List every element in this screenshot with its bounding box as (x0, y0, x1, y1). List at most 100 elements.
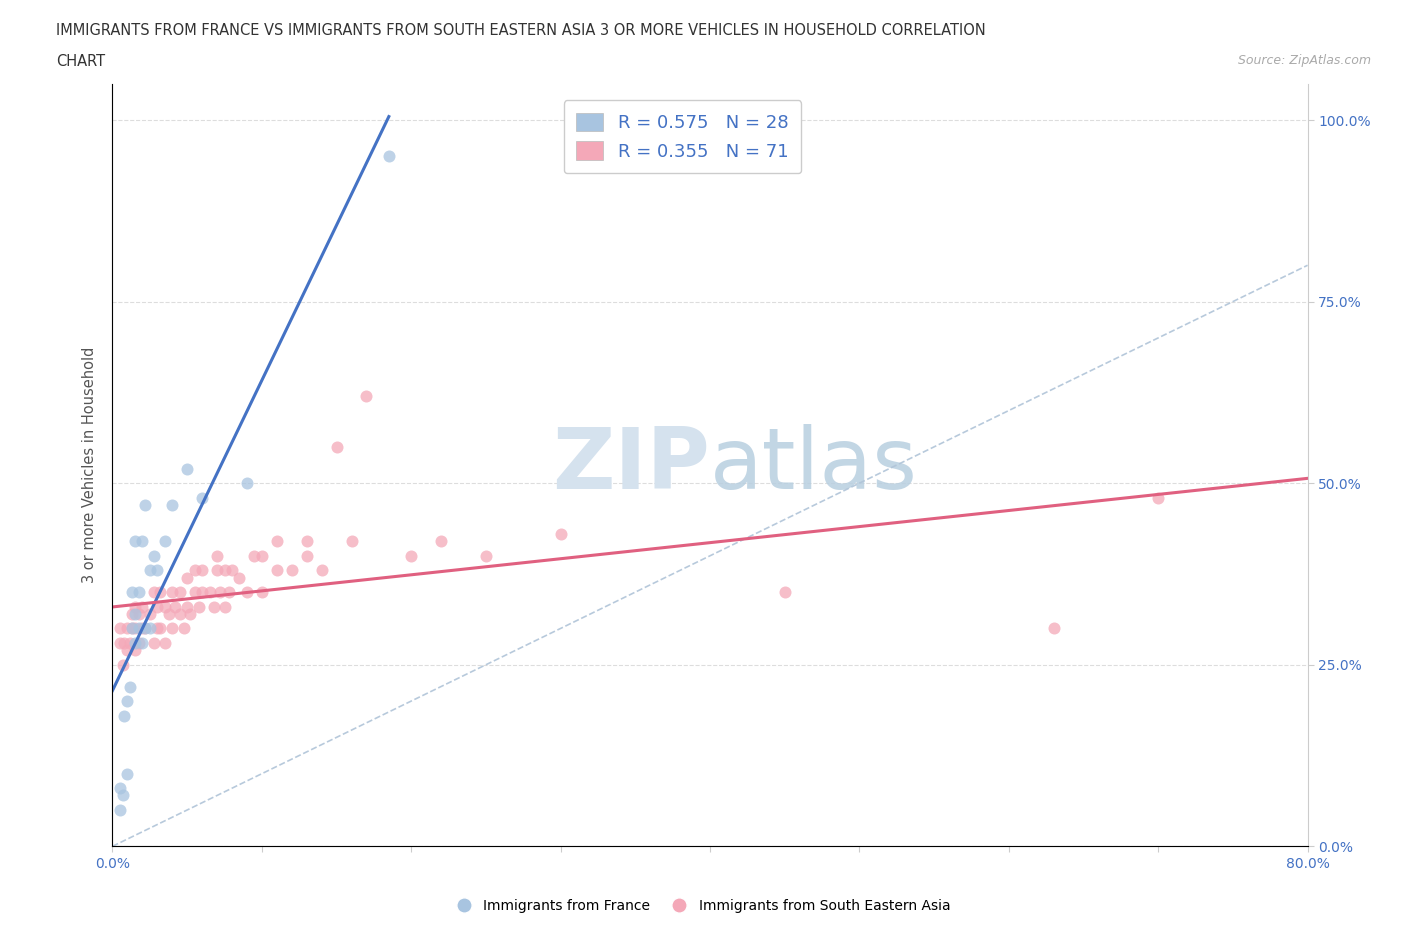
Point (325, 439, 347, 454)
Point (121, 606, 143, 621)
Point (266, 563, 288, 578)
Point (153, 599, 176, 614)
Point (179, 606, 201, 621)
Point (295, 549, 318, 564)
Point (128, 621, 150, 636)
Point (117, 694, 139, 709)
Point (153, 635, 176, 650)
Point (198, 585, 221, 600)
Point (214, 563, 236, 578)
Point (108, 635, 131, 650)
Point (124, 599, 146, 614)
Point (228, 570, 250, 585)
Point (430, 534, 453, 549)
Point (221, 563, 243, 578)
Point (1042, 621, 1064, 636)
Point (146, 621, 169, 636)
Point (1147, 490, 1170, 505)
Point (111, 658, 134, 672)
Point (139, 621, 162, 636)
Text: Source: ZipAtlas.com: Source: ZipAtlas.com (1237, 54, 1371, 67)
Point (131, 635, 153, 650)
Point (169, 606, 191, 621)
Point (114, 708, 135, 723)
Point (214, 599, 236, 614)
Point (108, 621, 131, 636)
Point (165, 599, 187, 614)
Point (131, 534, 153, 549)
Point (176, 461, 198, 476)
Point (162, 621, 183, 636)
Point (124, 606, 146, 621)
Point (218, 585, 240, 600)
Point (146, 599, 169, 614)
Point (295, 534, 318, 549)
Point (143, 635, 166, 650)
Text: atlas: atlas (710, 423, 918, 507)
Point (205, 563, 228, 578)
Point (111, 788, 134, 803)
Point (773, 585, 796, 600)
Point (266, 534, 288, 549)
Point (117, 643, 139, 658)
Point (475, 549, 498, 564)
Point (117, 621, 139, 636)
Point (176, 570, 198, 585)
Point (157, 606, 180, 621)
Point (134, 498, 156, 512)
Legend: Immigrants from France, Immigrants from South Eastern Asia: Immigrants from France, Immigrants from … (450, 894, 956, 919)
Point (143, 585, 166, 600)
Point (131, 599, 153, 614)
Point (134, 621, 156, 636)
Point (121, 585, 143, 600)
Point (117, 766, 139, 781)
Point (188, 599, 211, 614)
Point (378, 149, 401, 164)
Point (356, 389, 378, 404)
Point (124, 534, 146, 549)
Point (183, 563, 205, 578)
Point (202, 599, 225, 614)
Point (108, 781, 131, 796)
Point (131, 621, 153, 636)
Point (311, 563, 333, 578)
Point (191, 585, 214, 600)
Text: ZIP: ZIP (553, 423, 710, 507)
Point (153, 534, 176, 549)
Point (124, 621, 146, 636)
Point (121, 621, 143, 636)
Point (169, 585, 191, 600)
Point (205, 549, 228, 564)
Point (340, 534, 363, 549)
Point (124, 643, 146, 658)
Point (134, 621, 156, 636)
Point (108, 803, 131, 817)
Legend: R = 0.575   N = 28, R = 0.355   N = 71: R = 0.575 N = 28, R = 0.355 N = 71 (564, 100, 801, 173)
Point (149, 585, 172, 600)
Point (176, 599, 198, 614)
Text: IMMIGRANTS FROM FRANCE VS IMMIGRANTS FROM SOUTH EASTERN ASIA 3 OR MORE VEHICLES : IMMIGRANTS FROM FRANCE VS IMMIGRANTS FRO… (56, 23, 986, 38)
Point (128, 635, 150, 650)
Point (162, 585, 183, 600)
Point (191, 490, 214, 505)
Point (208, 585, 231, 600)
Point (236, 585, 259, 600)
Point (146, 563, 169, 578)
Point (121, 621, 143, 636)
Point (183, 585, 205, 600)
Point (236, 476, 259, 491)
Point (401, 549, 423, 564)
Point (243, 549, 266, 564)
Point (139, 563, 162, 578)
Point (114, 635, 135, 650)
Point (128, 606, 150, 621)
Point (550, 526, 572, 541)
Point (173, 621, 195, 636)
Point (281, 563, 304, 578)
Point (250, 585, 273, 600)
Point (162, 498, 183, 512)
Y-axis label: 3 or more Vehicles in Household: 3 or more Vehicles in Household (82, 347, 97, 583)
Text: CHART: CHART (56, 54, 105, 69)
Point (191, 563, 214, 578)
Point (139, 606, 162, 621)
